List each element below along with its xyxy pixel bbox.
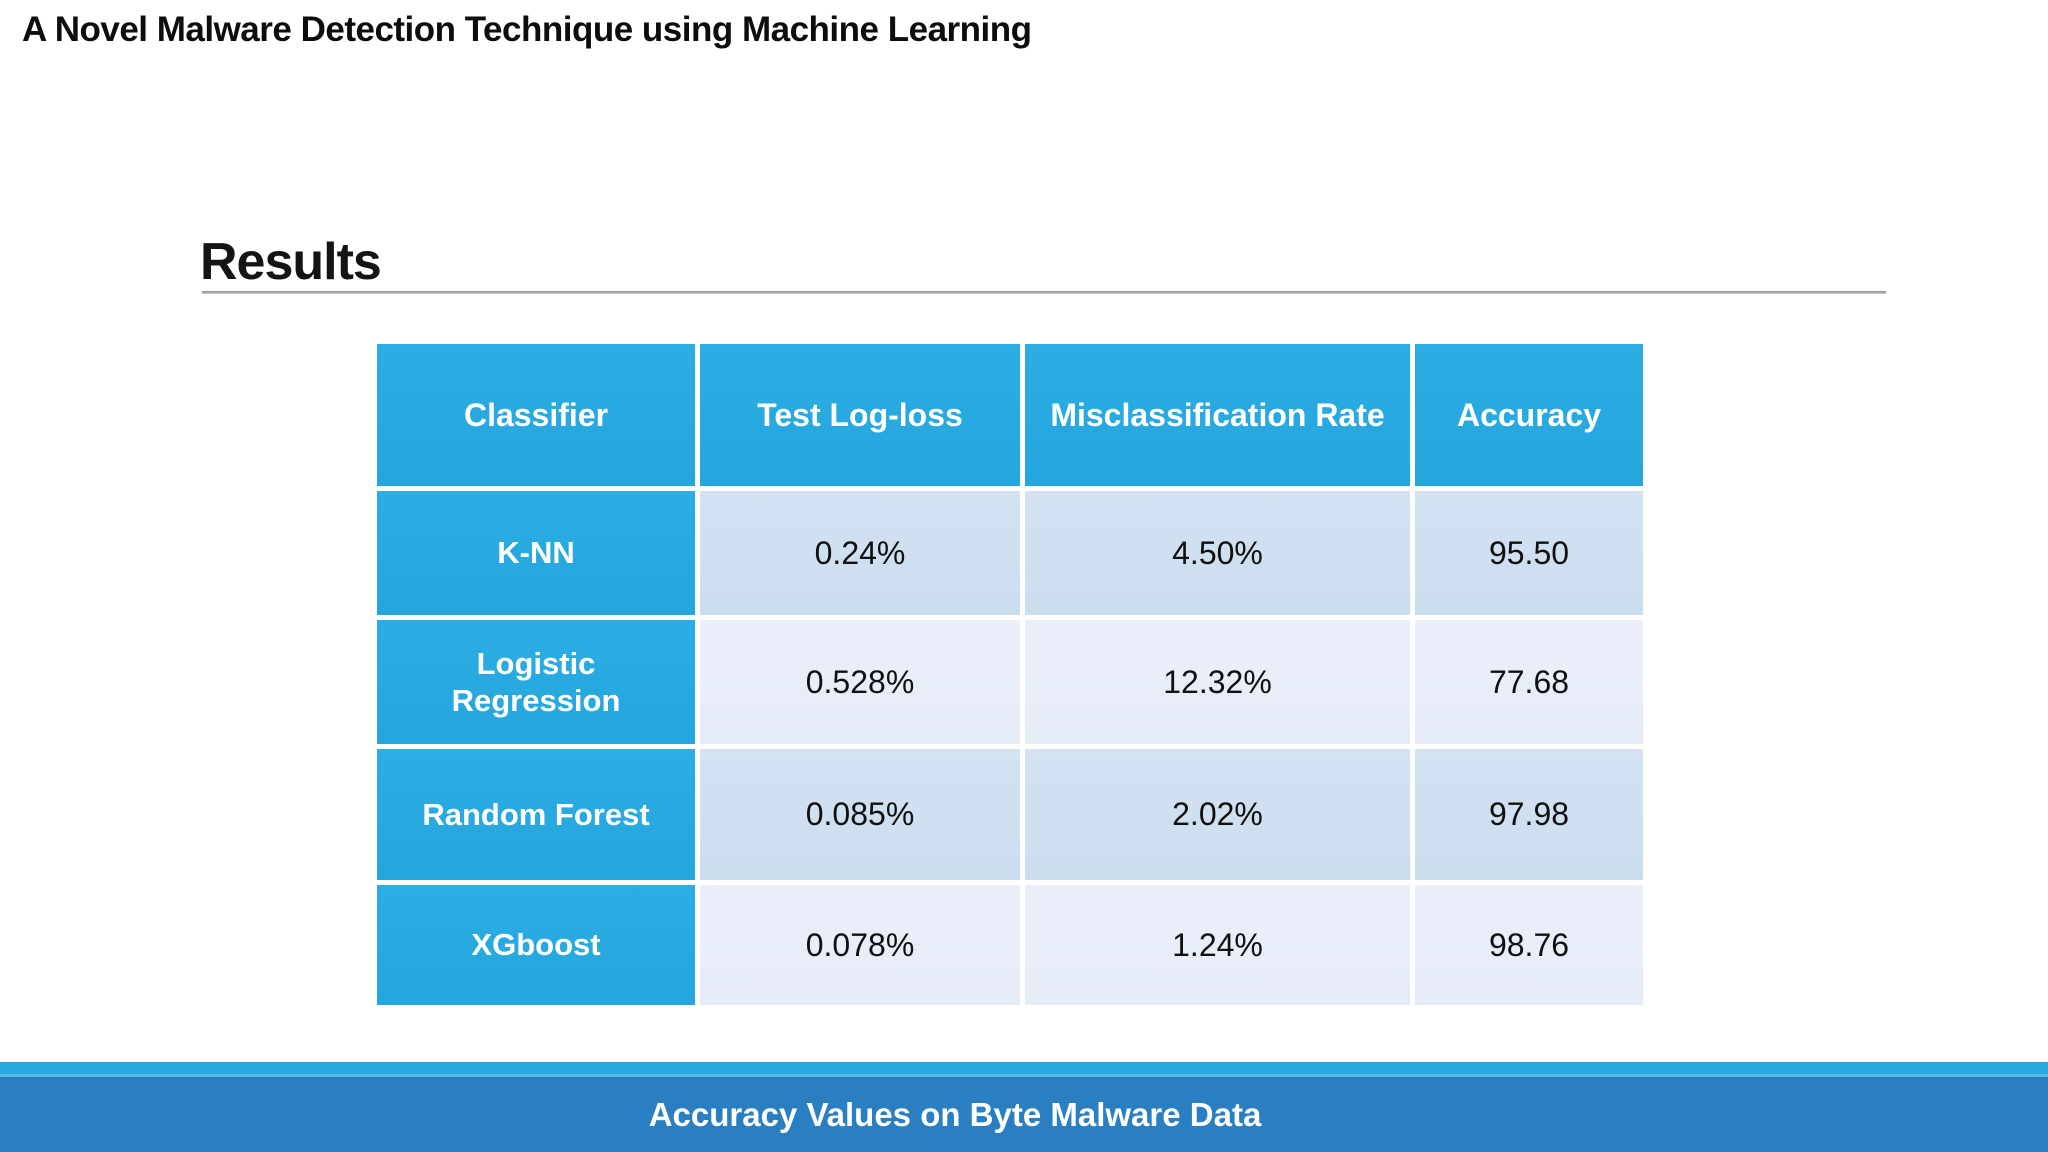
- column-header-test-log-loss: Test Log-loss: [700, 344, 1020, 486]
- banner-accent-line: [0, 1074, 2048, 1077]
- slide-title: A Novel Malware Detection Technique usin…: [22, 10, 1032, 49]
- bottom-banner: Accuracy Values on Byte Malware Data: [0, 1077, 2048, 1152]
- heading-underline: [202, 291, 1886, 294]
- cell-random-forest-accuracy: 97.98: [1415, 749, 1643, 880]
- cell-knn-accuracy: 95.50: [1415, 491, 1643, 615]
- row-header-knn: K-NN: [377, 491, 695, 615]
- row-header-random-forest: Random Forest: [377, 749, 695, 880]
- section-heading: Results: [200, 233, 382, 291]
- cell-knn-misclassification-rate: 4.50%: [1025, 491, 1410, 615]
- cell-logistic-regression-misclassification-rate: 12.32%: [1025, 620, 1410, 744]
- column-header-classifier: Classifier: [377, 344, 695, 486]
- banner-caption: Accuracy Values on Byte Malware Data: [648, 1095, 1262, 1133]
- cell-random-forest-test-log-loss: 0.085%: [700, 749, 1020, 880]
- cell-xgboost-misclassification-rate: 1.24%: [1025, 885, 1410, 1005]
- cell-knn-test-log-loss: 0.24%: [700, 491, 1020, 615]
- cell-logistic-regression-accuracy: 77.68: [1415, 620, 1643, 744]
- cell-xgboost-accuracy: 98.76: [1415, 885, 1643, 1005]
- banner-accent-strip: [0, 1062, 2048, 1074]
- row-header-xgboost: XGboost: [377, 885, 695, 1005]
- column-header-accuracy: Accuracy: [1415, 344, 1643, 486]
- results-table: Classifier Test Log-loss Misclassificati…: [377, 344, 1643, 1005]
- cell-xgboost-test-log-loss: 0.078%: [700, 885, 1020, 1005]
- cell-random-forest-misclassification-rate: 2.02%: [1025, 749, 1410, 880]
- cell-logistic-regression-test-log-loss: 0.528%: [700, 620, 1020, 744]
- column-header-misclassification-rate: Misclassification Rate: [1025, 344, 1410, 486]
- row-header-logistic-regression: Logistic Regression: [377, 620, 695, 744]
